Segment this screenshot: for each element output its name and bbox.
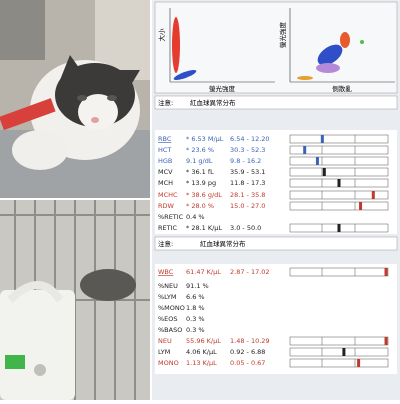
- reference-range: 28.1 - 35.8: [230, 191, 265, 199]
- test-value: 1.13 K/µL: [186, 359, 217, 367]
- test-value: * 36.1 fL: [186, 168, 214, 176]
- reference-range: 15.0 - 27.0: [230, 202, 265, 210]
- gauge: [289, 134, 389, 144]
- test-name: %RETIC: [158, 213, 184, 221]
- gauge-marker: [371, 191, 375, 199]
- test-name: HCT: [158, 146, 171, 154]
- reference-range: 2.87 - 17.02: [230, 268, 270, 276]
- reference-range: 0.92 - 6.88: [230, 348, 265, 356]
- test-value: 0.3 %: [186, 326, 205, 334]
- test-value: 0.4 %: [186, 213, 205, 221]
- gauge: [289, 336, 389, 346]
- reference-range: 3.0 - 50.0: [230, 224, 261, 232]
- axis-label: 側散亂: [332, 84, 352, 93]
- test-value: 0.3 %: [186, 315, 205, 323]
- test-name: NEU: [158, 337, 172, 345]
- test-value: * 28.0 %: [186, 202, 214, 210]
- gauge-marker: [384, 337, 388, 345]
- test-name: MCH: [158, 179, 173, 187]
- test-value: 9.1 g/dL: [186, 157, 213, 165]
- cage-photo: [0, 200, 150, 400]
- axis-label: 大小: [157, 28, 166, 42]
- test-value: 1.8 %: [186, 304, 205, 312]
- reference-range: 30.3 - 52.3: [230, 146, 265, 154]
- scatter-panel: [154, 1, 398, 94]
- test-value: * 38.6 g/dL: [186, 191, 222, 199]
- test-name: HGB: [158, 157, 172, 165]
- gauge-marker: [337, 224, 341, 232]
- test-value: 55.96 K/µL: [186, 337, 221, 345]
- gauge-marker: [342, 348, 346, 356]
- scatter-plots: [169, 8, 395, 83]
- test-value: 91.1 %: [186, 282, 209, 290]
- test-name: MCV: [158, 168, 173, 176]
- gauge-marker: [357, 359, 361, 367]
- test-name: %NEU: [158, 282, 178, 290]
- reference-range: 11.8 - 17.3: [230, 179, 265, 187]
- gauge-marker: [384, 268, 388, 276]
- gauge: [289, 190, 389, 200]
- test-name: WBC: [158, 268, 174, 276]
- reference-range: 0.05 - 0.67: [230, 359, 265, 367]
- axis-label: 螢光強度: [278, 22, 287, 49]
- gauge: [289, 358, 389, 368]
- gauge-marker: [315, 157, 319, 165]
- test-name: %LYM: [158, 293, 177, 301]
- test-name: RETIC: [158, 224, 178, 232]
- gauge-marker: [320, 135, 324, 143]
- gauge: [289, 267, 389, 277]
- test-name: %MONO: [158, 304, 185, 312]
- gauge: [289, 156, 389, 166]
- test-value: 6.6 %: [186, 293, 205, 301]
- test-name: %EOS: [158, 315, 178, 323]
- note-box: [154, 95, 398, 110]
- gauge-marker: [359, 202, 363, 210]
- gauge: [289, 145, 389, 155]
- test-value: * 6.53 M/µL: [186, 135, 224, 143]
- reference-range: 1.48 - 10.29: [230, 337, 270, 345]
- test-name: RDW: [158, 202, 175, 210]
- note-text: 紅血球異常分布: [200, 239, 246, 248]
- reference-range: 9.8 - 16.2: [230, 157, 261, 165]
- test-value: * 23.6 %: [186, 146, 214, 154]
- gauge-marker: [337, 179, 341, 187]
- test-name: LYM: [158, 348, 170, 356]
- test-value: * 28.1 K/µL: [186, 224, 222, 232]
- note-label: 注意:: [158, 98, 173, 107]
- note-text: 紅血球異常分布: [190, 98, 236, 107]
- test-name: MONO: [158, 359, 179, 367]
- gauge-marker: [303, 146, 307, 154]
- note-label: 注意:: [158, 239, 173, 248]
- test-name: MCHC: [158, 191, 178, 199]
- gauge-marker: [322, 168, 326, 176]
- gauge: [289, 347, 389, 357]
- gauge: [289, 167, 389, 177]
- test-name: RBC: [158, 135, 172, 143]
- test-name: %BASO: [158, 326, 182, 334]
- test-value: 4.06 K/µL: [186, 348, 217, 356]
- reference-range: 35.9 - 53.1: [230, 168, 265, 176]
- note-box: [154, 236, 398, 251]
- test-value: * 13.9 pg: [186, 179, 216, 187]
- gauge: [289, 201, 389, 211]
- test-value: 61.47 K/µL: [186, 268, 221, 276]
- reference-range: 6.54 - 12.20: [230, 135, 270, 143]
- axis-label: 螢光強度: [209, 84, 236, 93]
- cat-photo: [0, 0, 150, 198]
